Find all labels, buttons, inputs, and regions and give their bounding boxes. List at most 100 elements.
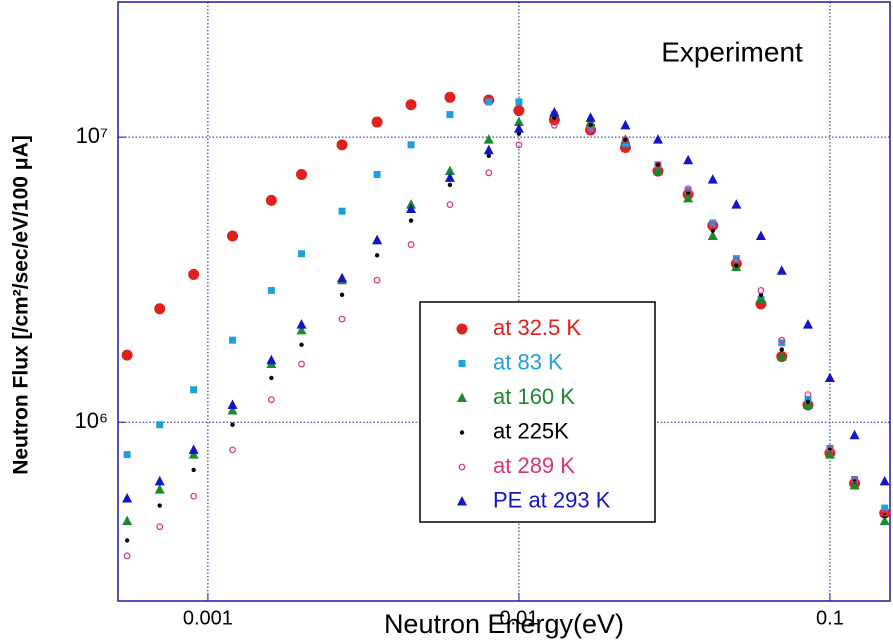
marker — [446, 201, 454, 209]
marker — [230, 422, 235, 427]
marker — [802, 399, 813, 409]
marker — [734, 263, 739, 268]
marker — [373, 276, 381, 284]
marker — [444, 165, 455, 176]
marker — [585, 112, 596, 122]
marker — [485, 98, 493, 106]
marker — [684, 185, 692, 193]
marker — [267, 286, 275, 294]
marker — [374, 253, 380, 258]
marker — [269, 375, 274, 381]
marker — [121, 349, 133, 361]
marker — [587, 126, 594, 134]
marker — [513, 116, 524, 127]
marker — [849, 479, 860, 490]
marker — [373, 170, 381, 178]
marker — [154, 303, 166, 315]
marker — [266, 354, 277, 365]
marker — [229, 336, 237, 344]
marker — [227, 399, 238, 409]
marker — [683, 192, 694, 203]
marker — [552, 115, 557, 120]
marker — [227, 230, 239, 242]
marker — [156, 523, 164, 531]
legend-box — [419, 301, 656, 523]
marker — [804, 391, 812, 399]
legend-label: at 225K — [493, 418, 569, 443]
marker — [483, 144, 494, 155]
marker — [339, 292, 345, 297]
marker — [776, 351, 787, 361]
marker — [779, 347, 784, 352]
marker — [879, 515, 890, 526]
marker — [757, 287, 765, 294]
marker — [755, 230, 766, 241]
legend-label: PE at 293 K — [493, 487, 611, 512]
legend-marker — [458, 360, 466, 367]
marker — [188, 268, 200, 280]
marker — [879, 475, 890, 486]
legend-label: at 32.5 K — [493, 315, 581, 340]
marker — [447, 182, 453, 188]
marker — [191, 467, 196, 473]
marker — [405, 99, 417, 111]
marker — [406, 203, 417, 213]
marker — [550, 121, 558, 129]
legend-label: at 160 K — [493, 384, 575, 409]
marker — [267, 396, 275, 404]
marker — [515, 98, 523, 106]
marker — [444, 91, 456, 103]
marker — [620, 119, 631, 130]
marker — [513, 123, 524, 133]
marker — [622, 136, 629, 144]
marker — [881, 509, 889, 517]
marker — [881, 504, 889, 512]
marker — [683, 154, 694, 165]
marker — [299, 342, 304, 347]
legend-marker — [457, 496, 467, 506]
legend-label: at 289 K — [493, 453, 575, 478]
marker — [407, 241, 415, 248]
marker — [154, 475, 165, 486]
marker — [156, 421, 164, 429]
marker — [154, 484, 165, 494]
marker — [188, 444, 199, 454]
legend-marker — [459, 430, 465, 435]
marker — [755, 293, 766, 304]
marker — [851, 476, 858, 483]
marker — [549, 107, 560, 117]
marker — [123, 552, 131, 560]
marker — [444, 172, 455, 182]
marker — [337, 272, 348, 283]
marker — [446, 111, 454, 119]
marker — [588, 123, 593, 128]
marker — [296, 168, 308, 180]
marker — [298, 360, 305, 368]
marker — [485, 169, 493, 177]
x-tick-label: 0.01 — [499, 607, 538, 629]
marker — [372, 234, 383, 245]
marker — [483, 134, 494, 144]
marker — [296, 324, 307, 335]
y-tick-label: 10⁶ — [74, 408, 108, 433]
marker — [157, 503, 162, 508]
marker — [849, 429, 860, 440]
marker — [338, 315, 346, 323]
x-tick-label: 0.001 — [183, 607, 233, 629]
marker — [229, 446, 236, 454]
marker — [707, 174, 718, 184]
plot-frame — [117, 1, 891, 602]
marker — [652, 134, 663, 144]
marker — [122, 493, 133, 503]
marker — [802, 319, 813, 329]
marker — [710, 228, 715, 233]
marker — [338, 207, 346, 215]
marker — [654, 161, 662, 169]
annotation: Experiment — [661, 36, 803, 67]
marker — [824, 372, 835, 382]
legend-marker — [457, 392, 467, 402]
marker — [298, 250, 306, 258]
marker — [408, 218, 414, 223]
marker — [776, 265, 787, 275]
